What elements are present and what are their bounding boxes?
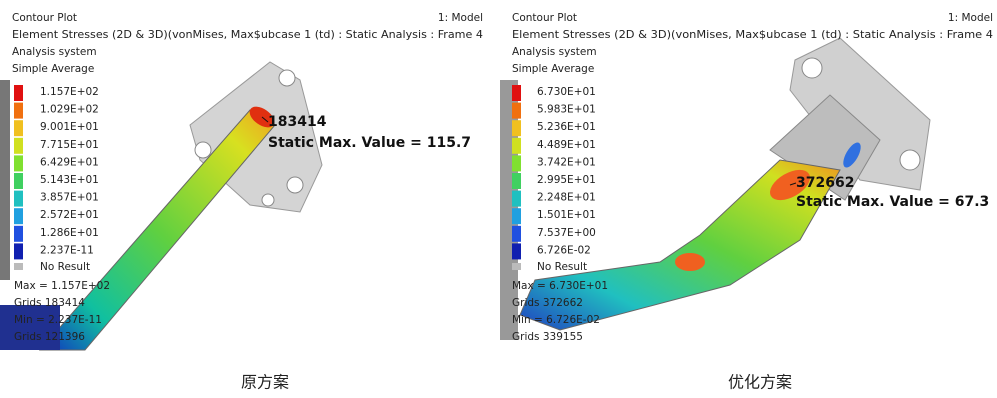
legend-value: 6.726E-02 xyxy=(537,244,591,256)
stat-label: Grids 372662 xyxy=(512,297,583,309)
no-result-label: No Result xyxy=(537,261,587,273)
figure: Contour Plot 1: Model Element Stresses (2D… xyxy=(0,0,997,398)
legend-value: 5.983E+01 xyxy=(537,104,596,116)
result-label: Element Stresses (2D & 3D)(vonMises, Max… xyxy=(12,29,483,41)
averaging-label: Simple Average xyxy=(12,63,94,75)
legend-value: 3.857E+01 xyxy=(40,192,99,204)
legend-swatch xyxy=(14,85,23,101)
legend-swatch xyxy=(14,155,23,171)
legend-value: 9.001E+01 xyxy=(40,121,99,133)
legend-swatch xyxy=(512,120,521,136)
legend-swatch xyxy=(512,138,521,154)
legend-value: 7.537E+00 xyxy=(537,227,596,239)
legend-swatch xyxy=(512,263,521,270)
hot-spot xyxy=(675,253,705,271)
annotation-value: Static Max. Value = 115.7 xyxy=(268,135,471,151)
stat-label: Min = 6.726E-02 xyxy=(512,314,600,326)
legend-value: 2.995E+01 xyxy=(537,174,596,186)
legend-swatch xyxy=(14,120,23,136)
legend-value: 2.248E+01 xyxy=(537,192,596,204)
legend-value: 3.742E+01 xyxy=(537,156,596,168)
plot-title: Contour Plot xyxy=(512,12,577,24)
stat-label: Grids 339155 xyxy=(512,331,583,343)
legend-value: 6.429E+01 xyxy=(40,156,99,168)
model-right xyxy=(500,38,930,340)
bolt-hole xyxy=(287,177,303,193)
stat-label: Grids 121396 xyxy=(14,331,85,343)
legend-value: 7.715E+01 xyxy=(40,139,99,151)
legend-value: 1.157E+02 xyxy=(40,86,99,98)
annotation-node: 183414 xyxy=(268,114,327,130)
system-label: Analysis system xyxy=(512,46,597,58)
annotation-value: Static Max. Value = 67.3 xyxy=(796,194,989,210)
stat-label: Max = 1.157E+02 xyxy=(14,280,110,292)
legend-value: 5.143E+01 xyxy=(40,174,99,186)
stat-label: Max = 6.730E+01 xyxy=(512,280,608,292)
legend-swatch xyxy=(512,243,521,259)
bolt-hole xyxy=(279,70,295,86)
legend-value: 5.236E+01 xyxy=(537,121,596,133)
stat-label: Min = 2.237E-11 xyxy=(14,314,102,326)
legend-swatch xyxy=(14,191,23,207)
legend-value: 6.730E+01 xyxy=(537,86,596,98)
legend-value: 4.489E+01 xyxy=(537,139,596,151)
legend-swatch xyxy=(14,263,23,270)
legend-value: 1.501E+01 xyxy=(537,209,596,221)
legend-value: 2.572E+01 xyxy=(40,209,99,221)
legend-swatch xyxy=(512,173,521,189)
background-edge xyxy=(0,80,10,280)
legend-value: 2.237E-11 xyxy=(40,244,94,256)
legend-swatch xyxy=(14,103,23,119)
legend-swatch xyxy=(512,155,521,171)
legend-swatch xyxy=(14,208,23,224)
bolt-hole xyxy=(802,58,822,78)
plot-title: Contour Plot xyxy=(12,12,77,24)
legend-swatch xyxy=(14,173,23,189)
legend-value: 1.029E+02 xyxy=(40,104,99,116)
averaging-label: Simple Average xyxy=(512,63,594,75)
legend-swatch xyxy=(14,138,23,154)
legend-swatch xyxy=(512,103,521,119)
base xyxy=(0,305,60,350)
model-label: 1: Model xyxy=(948,12,993,24)
bolt-hole xyxy=(900,150,920,170)
page: Contour Plot 1: Model Element Stresses (2D… xyxy=(0,0,997,398)
legend-swatch xyxy=(14,226,23,242)
legend-swatch xyxy=(512,85,521,101)
caption: 原方案 xyxy=(241,373,289,392)
annotation-node: 372662 xyxy=(796,175,854,191)
stat-label: Grids 183414 xyxy=(14,297,85,309)
legend-swatch xyxy=(512,226,521,242)
legend-swatch xyxy=(512,191,521,207)
model-label: 1: Model xyxy=(438,12,483,24)
legend-swatch xyxy=(14,243,23,259)
system-label: Analysis system xyxy=(12,46,97,58)
bolt-hole xyxy=(195,142,211,158)
legend-swatch xyxy=(512,208,521,224)
caption: 优化方案 xyxy=(728,373,792,392)
bolt-hole xyxy=(262,194,274,206)
result-label: Element Stresses (2D & 3D)(vonMises, Max… xyxy=(512,29,993,41)
legend-value: 1.286E+01 xyxy=(40,227,99,239)
no-result-label: No Result xyxy=(40,261,90,273)
